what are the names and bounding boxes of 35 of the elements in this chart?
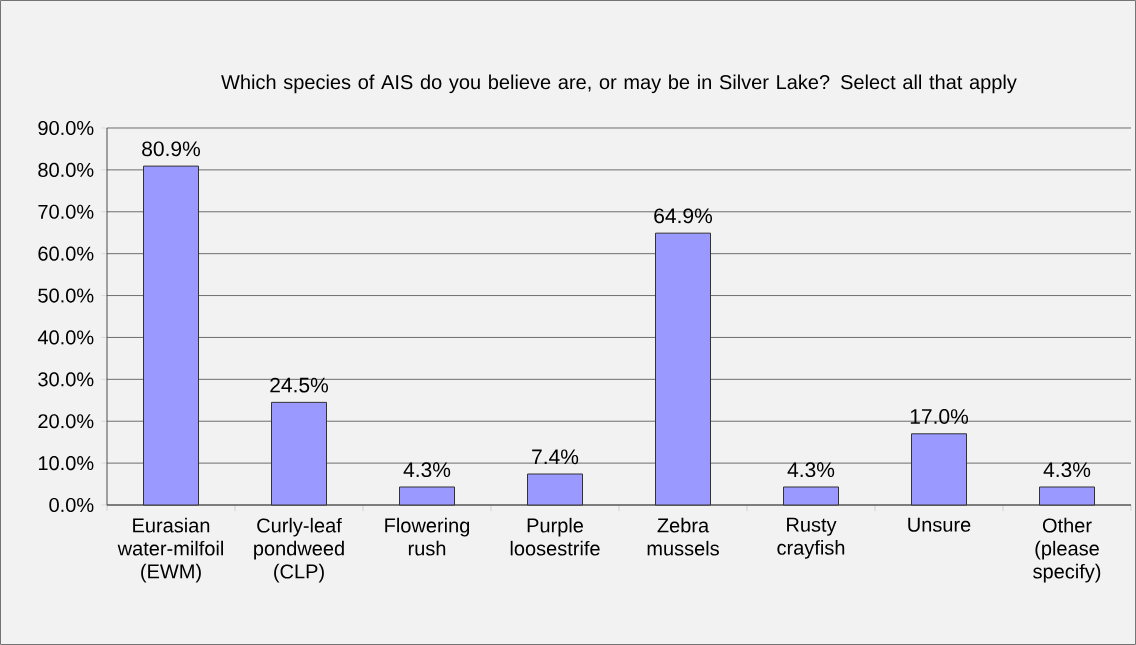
data-label: 64.9%: [654, 208, 713, 224]
bar: [655, 232, 711, 506]
x-tick-label: Unsure: [908, 517, 971, 532]
x-tick-label: Zebra mussels: [647, 517, 719, 556]
data-label: 80.9%: [142, 141, 201, 157]
x-tick-label: Rusty crayfish: [777, 517, 845, 559]
y-tick-label: 70.0%: [38, 204, 94, 219]
y-tick-label: 40.0%: [37, 330, 94, 345]
data-label: 7.4%: [532, 449, 579, 465]
y-tick-label: 20.0%: [38, 414, 94, 429]
y-tick-label: 0.0%: [49, 497, 94, 513]
data-label: 4.3%: [1043, 462, 1091, 478]
data-label: 17.0%: [910, 409, 969, 424]
data-label: 4.3%: [787, 462, 835, 478]
bar: [527, 473, 583, 506]
x-tick-label: Eurasian water-milfoil (EWM): [117, 517, 223, 583]
x-tick-label: Flowering rush: [385, 517, 470, 556]
x-tick-label: Purple loosestrife: [510, 517, 600, 556]
bar: [143, 165, 199, 506]
chart-title: Which species of AIS do you believe are, or may be in Silver Lake? Select all that apply: [221, 74, 1017, 94]
y-tick-label: 60.0%: [38, 246, 94, 261]
y-tick-label: 80.0%: [38, 162, 94, 177]
x-tick-label: Curly-leaf pondweed (CLP): [254, 517, 344, 583]
data-label: 24.5%: [270, 377, 329, 393]
bar: [783, 486, 839, 506]
x-tick-label: Other (please specify): [1033, 517, 1101, 583]
bar: [911, 433, 967, 506]
bar: [271, 401, 327, 506]
y-tick-label: 50.0%: [38, 288, 94, 303]
y-tick-label: 10.0%: [38, 456, 94, 471]
data-label: 4.3%: [403, 462, 451, 478]
bar: [1039, 486, 1095, 506]
bar: [399, 486, 455, 506]
y-tick-label: 30.0%: [38, 372, 94, 387]
y-tick-label: 90.0%: [38, 120, 94, 136]
